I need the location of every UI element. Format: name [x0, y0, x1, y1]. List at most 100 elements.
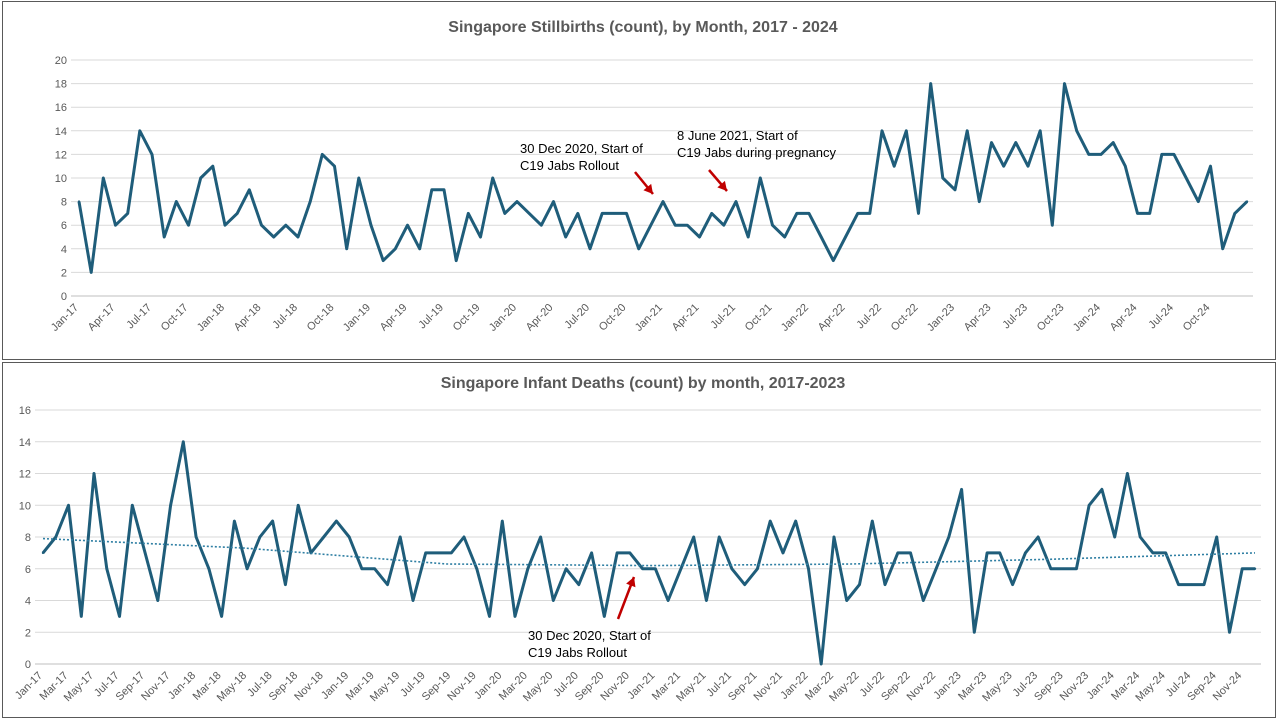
y-tick-label: 8 — [61, 197, 67, 209]
data-point — [883, 583, 887, 586]
data-point — [540, 224, 543, 227]
data-point — [450, 551, 453, 555]
data-point — [491, 176, 494, 180]
data-point — [182, 440, 185, 443]
x-tick-label: Apr-23 — [962, 302, 994, 334]
x-tick-label: Jan-21 — [633, 302, 665, 334]
data-point — [603, 615, 606, 618]
y-tick-label: 16 — [19, 405, 31, 417]
data-point — [965, 129, 969, 132]
data-point — [819, 235, 823, 239]
bottom-rollout-annotation: 30 Dec 2020, Start of C19 Jabs Rollout — [528, 628, 651, 660]
data-point — [771, 224, 774, 227]
data-point — [692, 535, 695, 539]
data-point — [462, 535, 466, 539]
pregnancy-annotation: 8 June 2021, Start of C19 Jabs during pre… — [677, 128, 836, 160]
data-point — [1160, 153, 1164, 156]
data-point — [625, 212, 628, 215]
data-point — [80, 615, 83, 618]
pregnancy-arrow — [708, 169, 728, 192]
data-point — [673, 224, 677, 227]
data-point — [418, 247, 421, 250]
infant-deaths-chart-panel: Singapore Infant Deaths (count) by month… — [2, 362, 1276, 718]
data-point — [734, 200, 738, 203]
data-point — [1209, 165, 1212, 168]
data-point — [156, 599, 160, 602]
data-point — [845, 599, 848, 602]
data-point — [248, 188, 251, 191]
y-tick-label: 10 — [19, 500, 31, 512]
data-point — [1228, 631, 1231, 634]
data-point — [1024, 551, 1027, 555]
bottom-rollout-annotation-line: 30 Dec 2020, Start of — [528, 628, 651, 643]
data-point — [1136, 212, 1139, 215]
data-point — [1233, 212, 1237, 215]
data-point — [990, 141, 993, 144]
data-point — [929, 82, 932, 85]
data-point — [1087, 153, 1091, 156]
y-tick-label: 4 — [25, 596, 31, 608]
data-point — [896, 551, 899, 555]
y-tick-label: 14 — [19, 437, 31, 449]
data-point — [832, 259, 835, 262]
data-point — [641, 567, 644, 570]
data-point — [220, 615, 223, 618]
data-point — [1124, 165, 1127, 168]
y-tick-label: 4 — [61, 244, 67, 256]
data-point — [795, 212, 799, 215]
x-tick-label: Oct-21 — [743, 302, 775, 334]
rollout-annotation-line: 30 Dec 2020, Start of — [520, 141, 643, 156]
data-point — [783, 235, 786, 239]
data-point — [54, 535, 57, 539]
stillbirths-chart: Singapore Stillbirths (count), by Month,… — [49, 19, 1253, 334]
data-point — [794, 519, 797, 523]
x-tick-label: Jan-19 — [341, 302, 373, 334]
trend-line — [42, 537, 1256, 567]
x-tick-label: Nov-22 — [905, 670, 939, 704]
data-point — [399, 535, 402, 539]
x-tick-label: Apr-22 — [816, 302, 848, 334]
x-tick-label: Jul-21 — [708, 302, 738, 332]
data-point — [284, 224, 288, 227]
data-point — [296, 504, 300, 507]
data-point — [552, 200, 555, 203]
data-point — [1100, 488, 1104, 491]
data-point — [1151, 551, 1155, 555]
data-point — [564, 235, 567, 239]
x-tick-label: Apr-24 — [1108, 302, 1140, 334]
data-point — [1063, 82, 1066, 85]
data-point — [138, 129, 142, 132]
series-line — [41, 440, 1255, 666]
data-point — [666, 599, 670, 602]
data-point — [503, 212, 507, 215]
data-point — [934, 567, 938, 570]
rollout-annotation-line: C19 Jabs Rollout — [520, 158, 619, 173]
data-point — [1014, 141, 1018, 144]
data-point — [807, 567, 810, 570]
data-point — [978, 200, 981, 203]
data-point — [1253, 567, 1257, 570]
data-point — [868, 212, 872, 215]
y-tick-label: 18 — [55, 79, 67, 91]
data-point — [526, 567, 529, 570]
data-point — [1126, 472, 1129, 475]
data-point — [1087, 504, 1091, 507]
y-tick-label: 10 — [55, 173, 67, 185]
y-tick-label: 0 — [61, 291, 67, 303]
data-point — [649, 224, 653, 227]
data-point — [347, 535, 351, 539]
data-point — [223, 224, 227, 227]
data-point — [373, 567, 376, 570]
data-point — [360, 567, 364, 570]
y-tick-label: 6 — [61, 220, 67, 232]
data-point — [698, 235, 701, 239]
data-point — [1148, 212, 1151, 215]
data-point — [781, 551, 785, 555]
data-point — [131, 504, 134, 507]
pregnancy-annotation-line: 8 June 2021, Start of — [677, 128, 798, 143]
x-tick-label: Apr-21 — [670, 302, 702, 334]
stillbirths-chart-title: Singapore Stillbirths (count), by Month,… — [448, 19, 837, 36]
data-point — [871, 519, 874, 523]
data-point — [41, 551, 45, 555]
rollout-arrow — [634, 171, 654, 195]
